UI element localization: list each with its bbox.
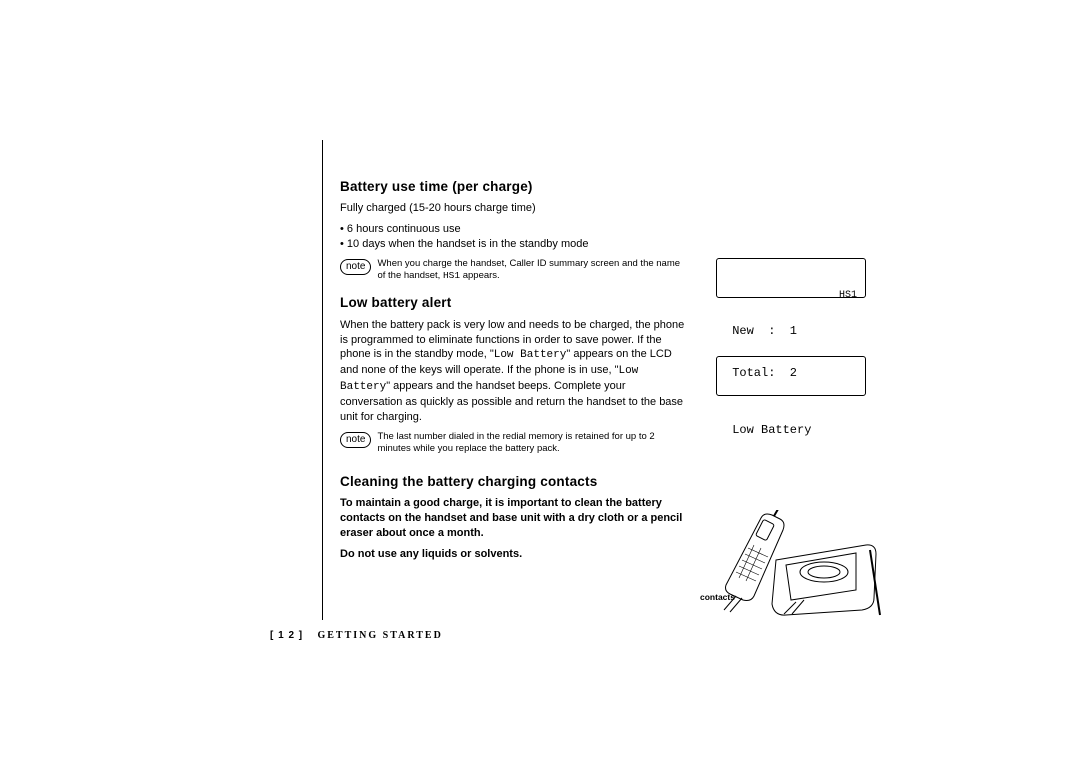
contacts-callout-label: contacts: [700, 592, 735, 602]
page-footer: [ 1 2 ] GETTING STARTED: [270, 630, 443, 641]
lcd-screen-callerid: HS1 New : 1 Total: 2: [716, 258, 866, 298]
cleaning-bold-a: To maintain a good charge, it is importa…: [340, 496, 690, 541]
heading-low-battery: Low battery alert: [340, 294, 690, 312]
heading-cleaning: Cleaning the battery charging contacts: [340, 473, 690, 491]
lcd-line: Low Battery: [725, 424, 857, 438]
note-text-post: appears.: [460, 270, 500, 281]
page-number: [ 1 2 ]: [270, 630, 303, 641]
low-battery-paragraph: When the battery pack is very low and ne…: [340, 318, 690, 425]
lb-code-1: Low Battery: [494, 349, 567, 361]
note-badge: note: [340, 432, 371, 448]
list-item: 10 days when the handset is in the stand…: [340, 237, 690, 252]
main-column: Battery use time (per charge) Fully char…: [340, 178, 690, 562]
lcd-screen-low-battery: Low Battery: [716, 356, 866, 396]
lcd-line: New : 1: [725, 325, 857, 339]
chapter-title: GETTING STARTED: [317, 630, 442, 641]
note-block: note When you charge the handset, Caller…: [340, 258, 690, 283]
lb-text-c: " appears and the handset beeps. Complet…: [340, 380, 683, 423]
note-text-pre: When you charge the handset, Caller ID s…: [377, 258, 680, 281]
note-block: note The last number dialed in the redia…: [340, 431, 690, 456]
battery-use-bullets: 6 hours continuous use 10 days when the …: [340, 222, 690, 252]
lcd-hs-label: HS1: [725, 293, 857, 298]
heading-battery-use: Battery use time (per charge): [340, 178, 690, 196]
cleaning-bold-b: Do not use any liquids or solvents.: [340, 547, 690, 562]
note-text: The last number dialed in the redial mem…: [377, 431, 690, 456]
note-text: When you charge the handset, Caller ID s…: [377, 258, 690, 283]
note-badge: note: [340, 259, 371, 275]
note-code: HS1: [443, 270, 460, 281]
handset-base-illustration: [706, 510, 881, 620]
list-item: 6 hours continuous use: [340, 222, 690, 237]
vertical-rule: [322, 140, 323, 620]
battery-use-lead: Fully charged (15-20 hours charge time): [340, 201, 690, 216]
